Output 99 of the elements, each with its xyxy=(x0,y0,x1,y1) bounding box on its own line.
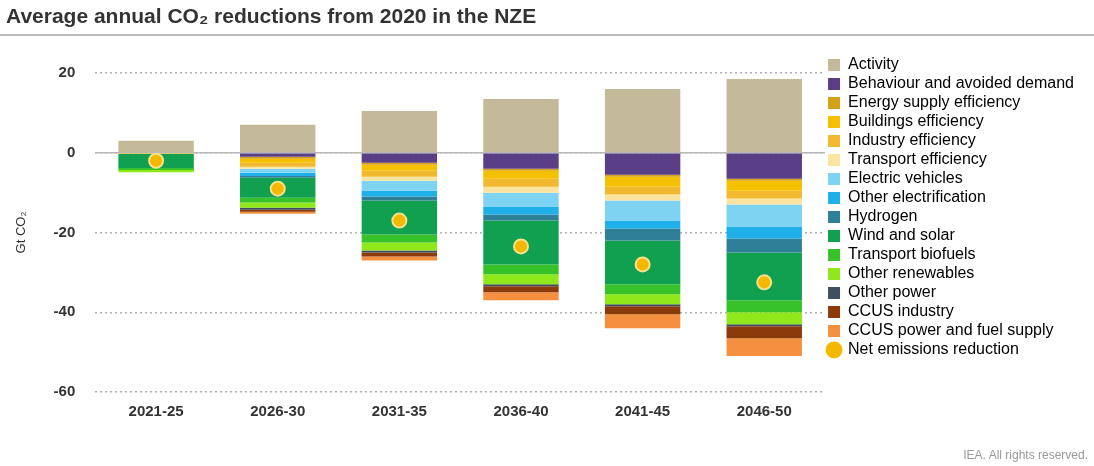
legend-label: Other renewables xyxy=(848,264,975,282)
legend-label: Wind and solar xyxy=(848,226,956,244)
legend-label: Electric vehicles xyxy=(848,169,963,187)
bar xyxy=(361,250,438,253)
bar xyxy=(361,153,438,163)
x-tick-label: 2041-45 xyxy=(615,402,671,420)
bar xyxy=(361,242,438,251)
bar xyxy=(483,264,559,275)
bar xyxy=(726,226,802,239)
bar xyxy=(240,202,316,208)
bar xyxy=(361,170,438,177)
bar xyxy=(604,176,681,187)
y-tick-label: -20 xyxy=(53,222,76,240)
bar xyxy=(726,153,802,179)
bar xyxy=(118,140,194,152)
bar xyxy=(726,180,802,191)
bar xyxy=(483,98,559,152)
legend-label: Net emissions reduction xyxy=(848,340,1019,358)
bar xyxy=(240,158,316,163)
bar xyxy=(726,78,802,152)
bar xyxy=(726,190,802,199)
y-tick-label: -40 xyxy=(53,302,76,320)
bar xyxy=(726,252,802,301)
bar xyxy=(604,314,681,329)
legend-label: Hydrogen xyxy=(848,207,918,225)
bar xyxy=(604,220,681,229)
bar xyxy=(240,168,316,173)
bar xyxy=(726,326,802,339)
bar xyxy=(726,312,802,325)
legend-label: Transport biofuels xyxy=(848,245,976,263)
point xyxy=(148,152,165,169)
point xyxy=(391,212,408,229)
bar xyxy=(726,198,802,205)
bar xyxy=(483,292,559,301)
bar xyxy=(604,294,681,305)
bar xyxy=(604,153,681,175)
chart-title: Average annual CO₂ reductions from 2020 in the NZE xyxy=(6,4,537,28)
x-tick-label: 2021-25 xyxy=(128,402,184,420)
x-tick-label: 2036-40 xyxy=(493,402,549,420)
point xyxy=(512,238,529,255)
legend-label: Industry efficiency xyxy=(848,131,976,149)
legend-label: Energy supply efficiency xyxy=(848,93,1021,111)
bar xyxy=(604,186,681,195)
legend-label: Transport efficiency xyxy=(848,150,987,168)
x-tick-label: 2026-30 xyxy=(250,402,306,420)
point xyxy=(269,180,286,197)
legend-label: CCUS industry xyxy=(848,302,954,320)
bar xyxy=(361,110,438,152)
y-tick-label: -60 xyxy=(53,382,76,400)
bar xyxy=(361,256,438,261)
point xyxy=(634,256,651,273)
bar xyxy=(483,170,559,179)
bar xyxy=(483,220,559,265)
bar xyxy=(361,234,438,243)
bar xyxy=(604,306,681,315)
bar xyxy=(604,200,681,221)
legend-label: CCUS power and fuel supply xyxy=(848,321,1054,339)
bar xyxy=(726,324,802,327)
bar xyxy=(361,164,438,171)
bar xyxy=(240,162,316,167)
bar xyxy=(361,190,438,197)
bar xyxy=(604,174,681,177)
bar xyxy=(726,338,802,357)
y-tick-label: 0 xyxy=(66,142,76,160)
bar xyxy=(604,88,681,152)
bar xyxy=(726,300,802,313)
bar xyxy=(604,240,681,285)
bar xyxy=(361,252,438,257)
point xyxy=(756,274,773,291)
bar xyxy=(483,186,559,193)
legend-label: Other electrification xyxy=(848,188,986,206)
y-axis-title: Gt CO₂ xyxy=(13,211,29,254)
y-tick-label: 20 xyxy=(58,63,76,81)
bar xyxy=(726,204,802,227)
bar xyxy=(604,228,681,241)
legend-label: Buildings efficiency xyxy=(848,112,984,130)
legend-label: Behaviour and avoided demand xyxy=(848,74,1075,92)
bar xyxy=(604,194,681,201)
bar xyxy=(240,197,316,203)
bar xyxy=(604,304,681,307)
legend-label: Activity xyxy=(848,55,899,73)
bar xyxy=(361,180,438,191)
bar xyxy=(483,274,559,285)
bar xyxy=(483,192,559,207)
bar xyxy=(483,286,559,293)
x-tick-label: 2031-35 xyxy=(371,402,427,420)
legend-label: Other power xyxy=(848,283,937,301)
bar xyxy=(483,206,559,215)
bar xyxy=(483,178,559,187)
bar xyxy=(726,238,802,253)
bar xyxy=(361,196,438,201)
text: IEA. All rights reserved. xyxy=(963,448,1088,462)
x-tick-label: 2046-50 xyxy=(736,402,792,420)
bar xyxy=(483,214,559,221)
bar xyxy=(361,176,438,181)
bar xyxy=(604,284,681,295)
bar xyxy=(483,153,559,169)
bar xyxy=(240,124,316,152)
bar xyxy=(361,200,438,235)
